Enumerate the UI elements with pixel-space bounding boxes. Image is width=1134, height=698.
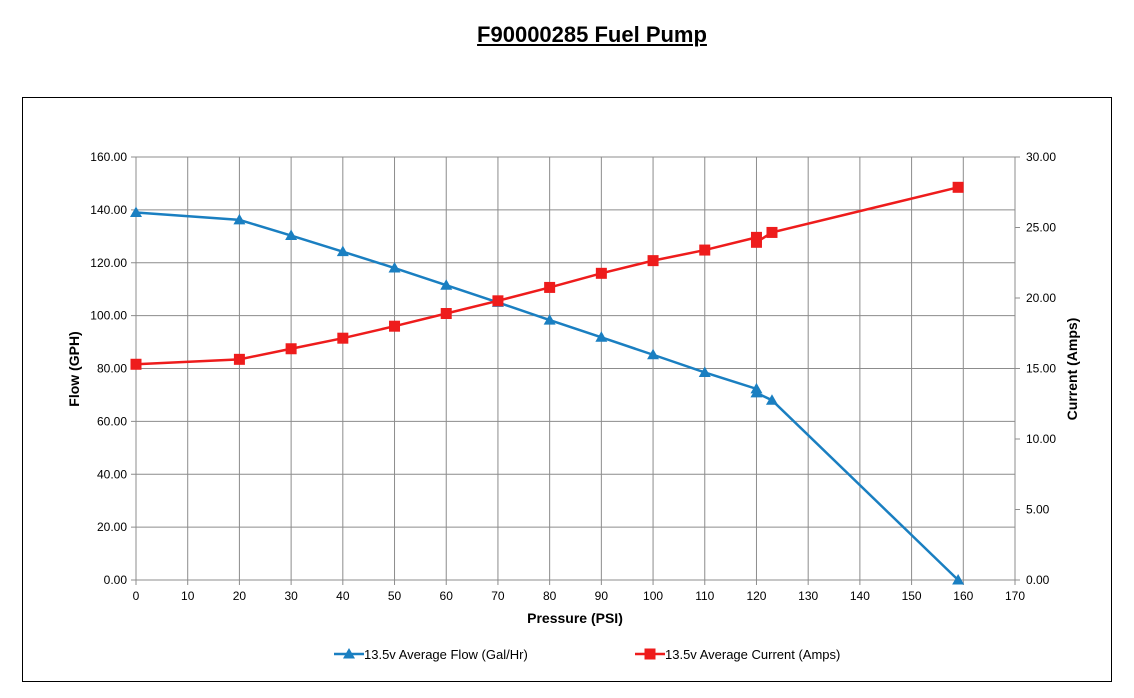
- y-tick-label: 160.00: [90, 150, 127, 164]
- y-tick-label: 140.00: [90, 203, 127, 217]
- data-point: [750, 236, 762, 248]
- x-tick-label: 80: [543, 589, 557, 603]
- y-tick-label: 100.00: [90, 309, 127, 323]
- y2-tick-label: 25.00: [1026, 221, 1056, 235]
- data-point: [543, 314, 556, 325]
- y2-tick-labels: 0.00 5.00 10.00 15.00 20.00 25.00 30.00: [1026, 150, 1056, 587]
- y-tick-label: 120.00: [90, 256, 127, 270]
- data-point: [492, 295, 504, 307]
- data-point: [765, 394, 778, 405]
- axes: [131, 156, 1020, 585]
- data-point: [647, 348, 660, 360]
- x-tick-label: 20: [233, 589, 247, 603]
- y-tick-label: 80.00: [97, 362, 127, 376]
- data-point: [766, 226, 778, 238]
- y-tick-labels: 0.00 20.00 40.00 60.00 80.00 100.00 120.00 140.…: [90, 150, 127, 587]
- x-tick-label: 100: [643, 589, 663, 603]
- chart-title: F90000285 Fuel Pump: [477, 22, 707, 47]
- data-point: [595, 267, 607, 279]
- y2-axis-label: Current (Amps): [1064, 318, 1080, 421]
- y-tick-label: 0.00: [104, 573, 128, 587]
- x-tick-label: 150: [902, 589, 922, 603]
- data-point: [952, 181, 964, 193]
- x-tick-label: 160: [953, 589, 973, 603]
- data-point: [595, 331, 608, 342]
- y-tick-label: 20.00: [97, 520, 127, 534]
- data-point: [285, 343, 297, 355]
- x-tick-label: 40: [336, 589, 350, 603]
- chart-frame: [22, 97, 1112, 682]
- data-point: [698, 366, 711, 377]
- data-point: [647, 255, 659, 267]
- data-point: [699, 244, 711, 256]
- x-tick-label: 30: [284, 589, 298, 603]
- y2-tick-label: 10.00: [1026, 432, 1056, 446]
- series-line: [135, 211, 959, 581]
- data-point: [285, 229, 298, 241]
- flow-series: [130, 206, 965, 585]
- x-tick-label: 70: [491, 589, 505, 603]
- x-tick-label: 170: [1005, 589, 1025, 603]
- y2-tick-label: 20.00: [1026, 291, 1056, 305]
- x-tick-label: 120: [746, 589, 766, 603]
- data-point: [130, 206, 142, 218]
- y-tick-label: 60.00: [97, 414, 127, 428]
- legend-label: 13.5v Average Current (Amps): [665, 647, 840, 662]
- data-point: [130, 358, 142, 370]
- data-point: [952, 574, 965, 585]
- y2-tick-label: 30.00: [1026, 150, 1056, 164]
- data-point: [233, 213, 246, 225]
- legend: 13.5v Average Flow (Gal/Hr) 13.5v Average…: [334, 647, 840, 662]
- y-tick-label: 40.00: [97, 467, 127, 481]
- x-tick-label: 10: [181, 589, 195, 603]
- y2-tick-label: 0.00: [1026, 573, 1050, 587]
- legend-entry: 13.5v Average Current (Amps): [635, 647, 840, 662]
- x-tick-label: 90: [595, 589, 609, 603]
- y2-tick-label: 15.00: [1026, 362, 1056, 376]
- data-point: [389, 320, 401, 332]
- series-layer: [130, 181, 965, 585]
- square-marker-icon: [644, 648, 656, 660]
- y2-tick-label: 5.00: [1026, 503, 1050, 517]
- legend-entry: 13.5v Average Flow (Gal/Hr): [334, 647, 528, 662]
- x-tick-label: 110: [695, 589, 714, 603]
- data-point: [440, 308, 452, 320]
- grid-lines: [135, 156, 1016, 581]
- x-tick-labels: 0 10 20 30 40 50 60 70 80 90 100 110 120 130 140 150 160…: [133, 589, 1026, 603]
- y-axis-label: Flow (GPH): [66, 331, 82, 406]
- x-tick-label: 130: [798, 589, 818, 603]
- current-series: [130, 181, 964, 370]
- data-point: [337, 332, 349, 344]
- x-tick-label: 60: [440, 589, 454, 603]
- data-point: [750, 386, 763, 398]
- x-tick-label: 50: [388, 589, 402, 603]
- series-line: [135, 186, 959, 366]
- x-tick-label: 140: [850, 589, 870, 603]
- x-axis-label: Pressure (PSI): [527, 610, 623, 626]
- legend-label: 13.5v Average Flow (Gal/Hr): [364, 647, 528, 662]
- triangle-marker-icon: [343, 648, 355, 659]
- data-point: [336, 245, 349, 257]
- data-point: [544, 281, 556, 293]
- data-point: [388, 262, 401, 273]
- x-tick-label: 0: [133, 589, 140, 603]
- data-point: [233, 353, 245, 365]
- data-point: [440, 279, 453, 290]
